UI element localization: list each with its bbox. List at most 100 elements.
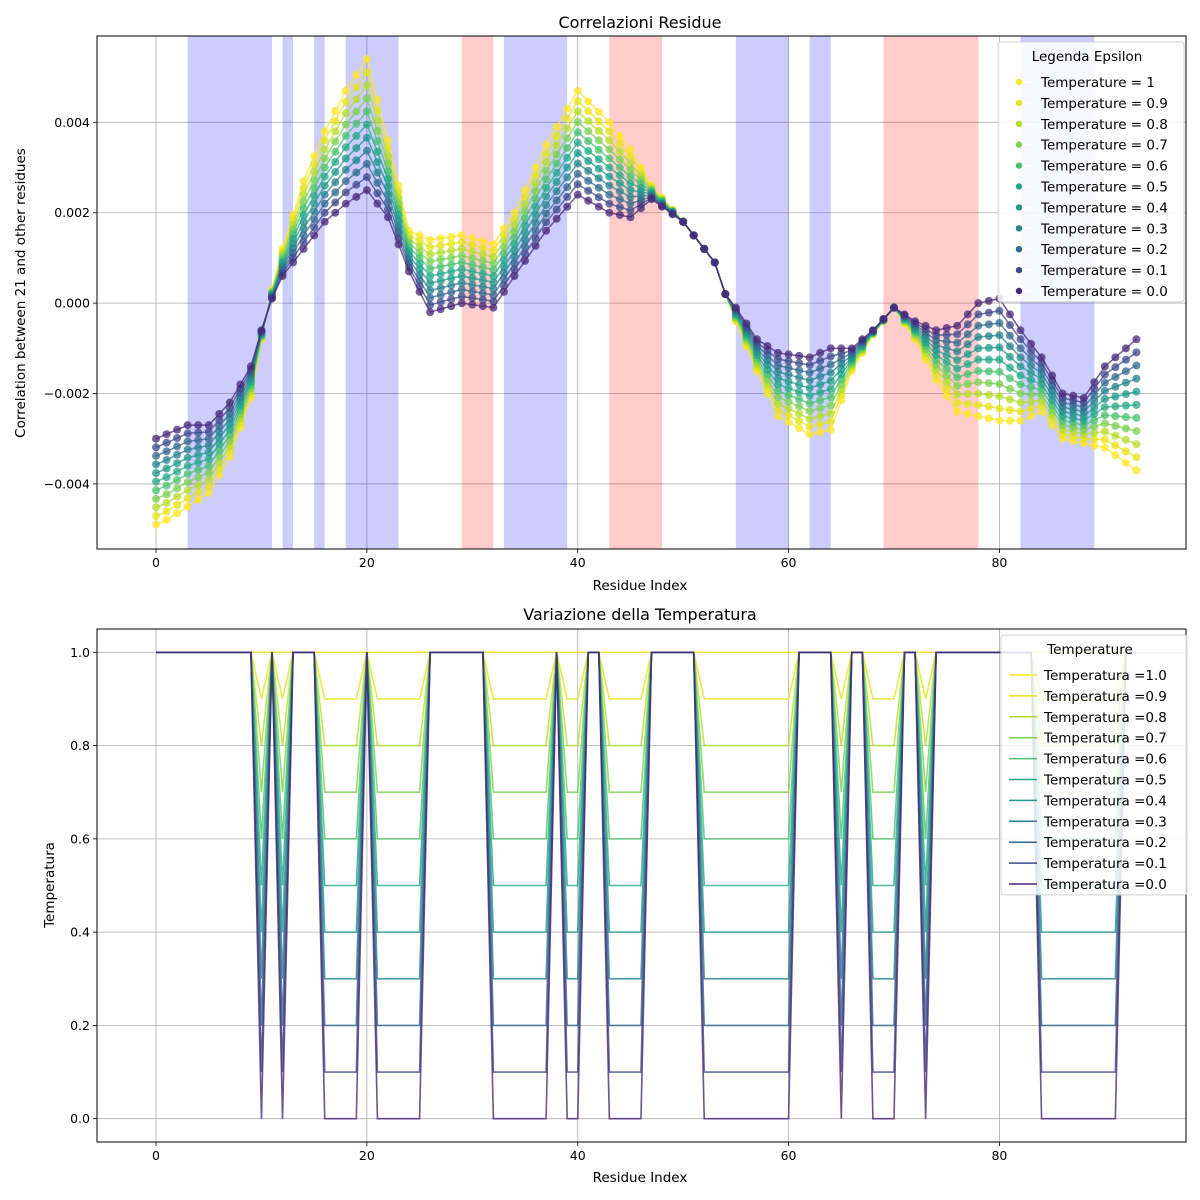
top-series-point (774, 374, 783, 383)
top-series-point (584, 156, 593, 165)
top-series-point (373, 168, 382, 177)
top-series-point (816, 348, 825, 357)
top-series-point (605, 163, 614, 172)
top-series-point (826, 368, 835, 377)
top-legend-marker (1015, 183, 1023, 190)
top-series-point (426, 235, 435, 244)
top-series-point (605, 154, 614, 163)
top-series-point (531, 171, 540, 180)
top-series-point (468, 234, 477, 243)
top-series-point (436, 255, 445, 264)
top-series-point (352, 192, 361, 201)
top-y-tick-label: 0.004 (54, 115, 90, 130)
top-series-point (594, 145, 603, 154)
top-series-point (1132, 413, 1141, 422)
top-series-point (563, 143, 572, 152)
top-series-point (963, 409, 972, 418)
top-legend-label: Temperature = 1 (1040, 75, 1155, 91)
top-series-point (341, 165, 350, 174)
top-series-point (984, 296, 993, 305)
top-series-point (478, 243, 487, 252)
top-series-point (626, 206, 635, 215)
top-series-point (426, 279, 435, 288)
top-series-point (816, 396, 825, 405)
top-series-point (615, 147, 624, 156)
top-series-point (1111, 431, 1120, 440)
top-series-point (636, 204, 645, 213)
top-series-point (204, 468, 213, 477)
top-shaded-region-blue (314, 36, 325, 549)
top-series-point (1121, 367, 1130, 376)
top-series-point (974, 400, 983, 409)
top-series-point (742, 319, 751, 328)
top-series-point (1132, 335, 1141, 344)
top-series-point (278, 272, 287, 281)
top-series-point (468, 260, 477, 269)
top-series-point (805, 384, 814, 393)
top-series-point (320, 145, 329, 154)
top-series-point (162, 516, 171, 525)
top-series-point (320, 208, 329, 217)
top-series-point (573, 86, 582, 95)
top-series-point (194, 436, 203, 445)
top-shaded-region-blue (503, 36, 568, 549)
top-series-point (447, 295, 456, 304)
top-series-point (1005, 416, 1014, 425)
top-series-point (373, 199, 382, 208)
top-series-line (155, 162, 1137, 457)
top-series-point (162, 490, 171, 499)
top-series-point (552, 168, 561, 177)
top-series-point (1090, 397, 1099, 406)
top-series-point (225, 398, 234, 407)
top-series-point (331, 107, 340, 116)
top-series-point (615, 179, 624, 188)
top-series-point (594, 202, 603, 211)
top-series-point (468, 254, 477, 263)
top-series-point (995, 380, 1004, 389)
top-series-point (552, 196, 561, 205)
top-series-point (362, 55, 371, 64)
top-series-point (816, 427, 825, 436)
top-series-point (626, 165, 635, 174)
top-series-point (310, 168, 319, 177)
top-series-point (974, 321, 983, 330)
top-series-point (784, 384, 793, 393)
top-series-point (826, 360, 835, 369)
bottom-legend-label: Temperatura =0.7 (1043, 731, 1167, 747)
top-series-point (1037, 353, 1046, 362)
top-series-point (478, 289, 487, 298)
top-series-point (152, 451, 161, 460)
top-series-point (362, 81, 371, 90)
top-series-point (963, 360, 972, 369)
top-series-point (383, 190, 392, 199)
top-series-point (1121, 413, 1130, 422)
top-series-point (183, 461, 192, 470)
top-series-point (584, 107, 593, 116)
top-series-point (1027, 347, 1036, 356)
top-series-point (995, 367, 1004, 376)
top-series-point (1121, 458, 1130, 467)
top-series-point (426, 250, 435, 259)
top-series-point (204, 421, 213, 430)
top-series-point (162, 498, 171, 507)
top-series-point (984, 308, 993, 317)
top-series-point (426, 272, 435, 281)
top-series-point (204, 448, 213, 457)
top-series-point (984, 355, 993, 364)
top-series-point (795, 416, 804, 425)
top-legend-marker (1015, 225, 1023, 232)
top-series-point (963, 399, 972, 408)
top-series-point (552, 214, 561, 223)
top-series-line (155, 96, 1137, 500)
top-series-point (352, 107, 361, 116)
top-series-point (963, 380, 972, 389)
top-series-point (478, 269, 487, 278)
top-series-point (1027, 383, 1036, 392)
top-series-point (784, 397, 793, 406)
top-series-point (552, 187, 561, 196)
top-series-point (152, 520, 161, 529)
top-series-point (362, 146, 371, 155)
top-series-point (457, 244, 466, 253)
top-series-point (468, 267, 477, 276)
top-series-point (889, 303, 898, 312)
